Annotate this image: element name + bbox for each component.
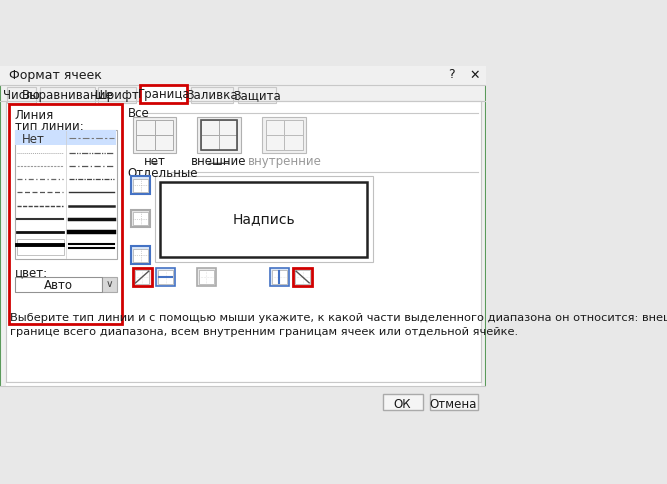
Bar xyxy=(266,120,284,135)
Text: Отмена: Отмена xyxy=(430,398,477,411)
Bar xyxy=(284,120,303,135)
Bar xyxy=(131,246,150,264)
Bar xyxy=(199,271,213,284)
Bar xyxy=(266,135,284,150)
Bar xyxy=(136,135,155,150)
Bar xyxy=(15,277,102,291)
Bar xyxy=(6,382,480,386)
Bar xyxy=(15,130,116,145)
Bar xyxy=(263,117,306,153)
Bar xyxy=(135,271,149,284)
Bar xyxy=(155,120,173,135)
Bar xyxy=(161,182,368,257)
Text: Защита: Защита xyxy=(233,89,281,102)
Bar xyxy=(201,120,237,150)
Text: Граница: Граница xyxy=(137,88,190,101)
Bar xyxy=(9,104,123,324)
Bar xyxy=(219,120,237,135)
Bar xyxy=(6,101,480,382)
Bar xyxy=(155,176,374,262)
Bar xyxy=(133,212,148,225)
Bar xyxy=(201,120,219,135)
Text: Отдельные: Отдельные xyxy=(127,166,198,179)
Bar xyxy=(133,117,177,153)
Text: Выравнивание: Выравнивание xyxy=(21,89,113,102)
Text: внешние: внешние xyxy=(191,155,247,168)
Bar xyxy=(102,277,117,291)
Bar xyxy=(15,277,102,291)
Text: ?: ? xyxy=(448,68,455,81)
Bar xyxy=(133,249,148,262)
Text: Выберите тип линии и с помощью мыши укажите, к какой части выделенного диапазона: Выберите тип линии и с помощью мыши укаж… xyxy=(10,314,667,337)
Text: Формат ячеек: Формат ячеек xyxy=(9,69,101,82)
Bar xyxy=(197,268,216,286)
Bar xyxy=(156,268,175,286)
Bar xyxy=(0,65,486,85)
Bar xyxy=(0,386,486,419)
Bar xyxy=(40,87,95,103)
Text: Линия: Линия xyxy=(15,108,54,121)
Bar xyxy=(133,179,148,192)
Bar xyxy=(15,130,117,259)
Bar xyxy=(158,271,173,284)
Text: Нет: Нет xyxy=(22,134,45,146)
Text: Шрифт: Шрифт xyxy=(95,89,140,102)
Bar xyxy=(155,135,173,150)
Bar xyxy=(295,271,310,284)
Bar xyxy=(197,117,241,153)
Text: Число: Число xyxy=(3,89,40,102)
Bar xyxy=(284,135,303,150)
Text: Все: Все xyxy=(127,107,149,120)
Text: ОК: ОК xyxy=(394,398,412,411)
Bar xyxy=(272,271,287,284)
Text: Надпись: Надпись xyxy=(233,212,295,227)
Bar xyxy=(383,394,423,410)
Text: нет: нет xyxy=(143,155,165,168)
Bar xyxy=(7,87,37,103)
Text: цвет:: цвет: xyxy=(15,266,48,279)
Bar xyxy=(219,135,237,150)
Bar xyxy=(140,85,187,103)
Bar xyxy=(293,268,312,286)
Bar xyxy=(131,210,150,227)
Text: ✕: ✕ xyxy=(470,68,480,81)
Bar xyxy=(136,120,155,135)
Bar xyxy=(133,268,151,286)
Bar xyxy=(237,87,275,103)
Text: тип линии:: тип линии: xyxy=(15,120,83,133)
Text: внутренние: внутренние xyxy=(247,155,321,168)
Bar xyxy=(269,268,289,286)
Bar xyxy=(17,239,64,255)
Text: Заливка: Заливка xyxy=(186,89,237,102)
Bar xyxy=(430,394,478,410)
Text: ∨: ∨ xyxy=(106,279,113,289)
Bar xyxy=(131,176,150,194)
Bar xyxy=(99,87,136,103)
Bar xyxy=(201,135,219,150)
Text: Авто: Авто xyxy=(44,279,73,292)
Bar xyxy=(191,87,233,103)
